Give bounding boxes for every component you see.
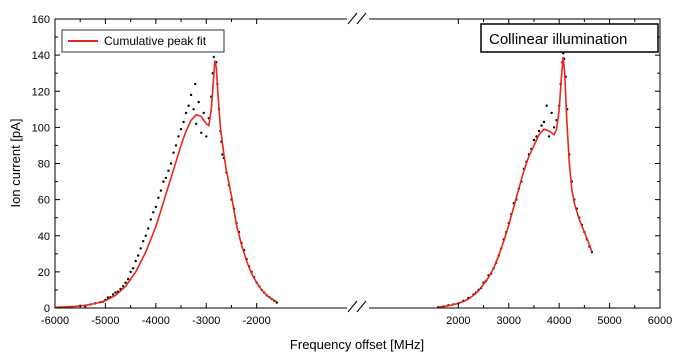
- data-point: [111, 293, 115, 296]
- y-tick-label: 20: [38, 267, 50, 279]
- data-point: [200, 131, 203, 134]
- x-tick-label: -2000: [243, 315, 271, 327]
- data-point: [537, 129, 541, 133]
- data-point: [169, 162, 173, 165]
- data-point: [221, 153, 224, 156]
- plot-layer: [54, 34, 594, 309]
- fit-line-segment-1: [54, 60, 278, 309]
- x-tick-label: 5000: [597, 315, 621, 327]
- data-point: [172, 151, 175, 154]
- data-point: [167, 169, 170, 172]
- y-tick-label: 120: [32, 86, 50, 98]
- data-point: [154, 205, 157, 209]
- legend-box: [61, 29, 225, 53]
- data-point: [126, 277, 130, 281]
- data-point: [159, 189, 163, 192]
- data-point: [540, 124, 543, 127]
- data-point: [212, 55, 215, 59]
- y-tick-label: 100: [32, 122, 50, 134]
- data-point: [129, 270, 132, 274]
- x-tick-label: 6000: [648, 315, 672, 327]
- data-point: [192, 108, 195, 111]
- y-tick-label: 40: [38, 231, 50, 243]
- data-point: [547, 135, 551, 138]
- data-point: [177, 135, 180, 138]
- data-point: [184, 111, 188, 115]
- data-point: [131, 267, 135, 270]
- data-point: [179, 128, 183, 131]
- data-point: [197, 100, 200, 104]
- fit-line-segment-2: [438, 56, 593, 308]
- data-point: [550, 111, 553, 115]
- data-point: [182, 120, 185, 124]
- data-point: [202, 111, 205, 115]
- data-point: [106, 296, 110, 299]
- data-point: [195, 122, 198, 126]
- data-point: [152, 211, 155, 214]
- x-tick-label: -3000: [192, 315, 220, 327]
- data-point: [189, 93, 193, 97]
- data-point: [542, 120, 546, 124]
- legend-label-fit: Cumulative peak fit: [104, 34, 207, 48]
- data-point: [144, 234, 147, 237]
- x-tick-label: -4000: [142, 315, 170, 327]
- axes-layer: -6000 -5000 -4000 -3000 -2000 2000 3000 4000 500…: [32, 14, 673, 327]
- legend: Cumulative peak fit: [61, 29, 225, 53]
- data-point: [194, 82, 197, 86]
- axis-break-marker: [347, 12, 369, 314]
- y-axis-title: Ion current [pA]: [8, 119, 23, 208]
- data-point: [187, 104, 190, 107]
- x-tick-label: 2000: [446, 315, 470, 327]
- data-point: [142, 240, 145, 243]
- data-point: [139, 247, 142, 250]
- data-point: [174, 144, 178, 147]
- data-point: [149, 218, 152, 221]
- annotation-frame: [480, 23, 659, 53]
- data-point: [134, 259, 137, 263]
- data-point: [137, 254, 140, 257]
- x-axis-title: Frequency offset [MHz]: [290, 337, 424, 352]
- x-tick-label: -5000: [91, 315, 119, 327]
- data-point: [552, 126, 556, 129]
- y-tick-label: 160: [32, 14, 50, 26]
- data-point: [114, 291, 117, 294]
- data-point: [545, 104, 548, 107]
- data-point: [124, 281, 127, 284]
- annotation-text: Collinear illumination: [489, 31, 627, 48]
- x-tick-label: 4000: [547, 315, 571, 327]
- y-tick-label: 80: [38, 159, 50, 171]
- annotation-box: Collinear illumination: [480, 23, 659, 53]
- data-point: [147, 227, 150, 230]
- data-point: [532, 138, 536, 142]
- data-point: [157, 196, 160, 199]
- data-point: [121, 285, 125, 288]
- y-tick-label: 0: [44, 303, 50, 315]
- x-tick-label: 3000: [497, 315, 521, 327]
- x-tick-label: -6000: [41, 315, 69, 327]
- y-tick-label: 60: [38, 195, 50, 207]
- y-tick-label: 140: [32, 50, 50, 62]
- data-point: [164, 176, 168, 180]
- data-point: [205, 135, 208, 138]
- data-point: [162, 180, 165, 183]
